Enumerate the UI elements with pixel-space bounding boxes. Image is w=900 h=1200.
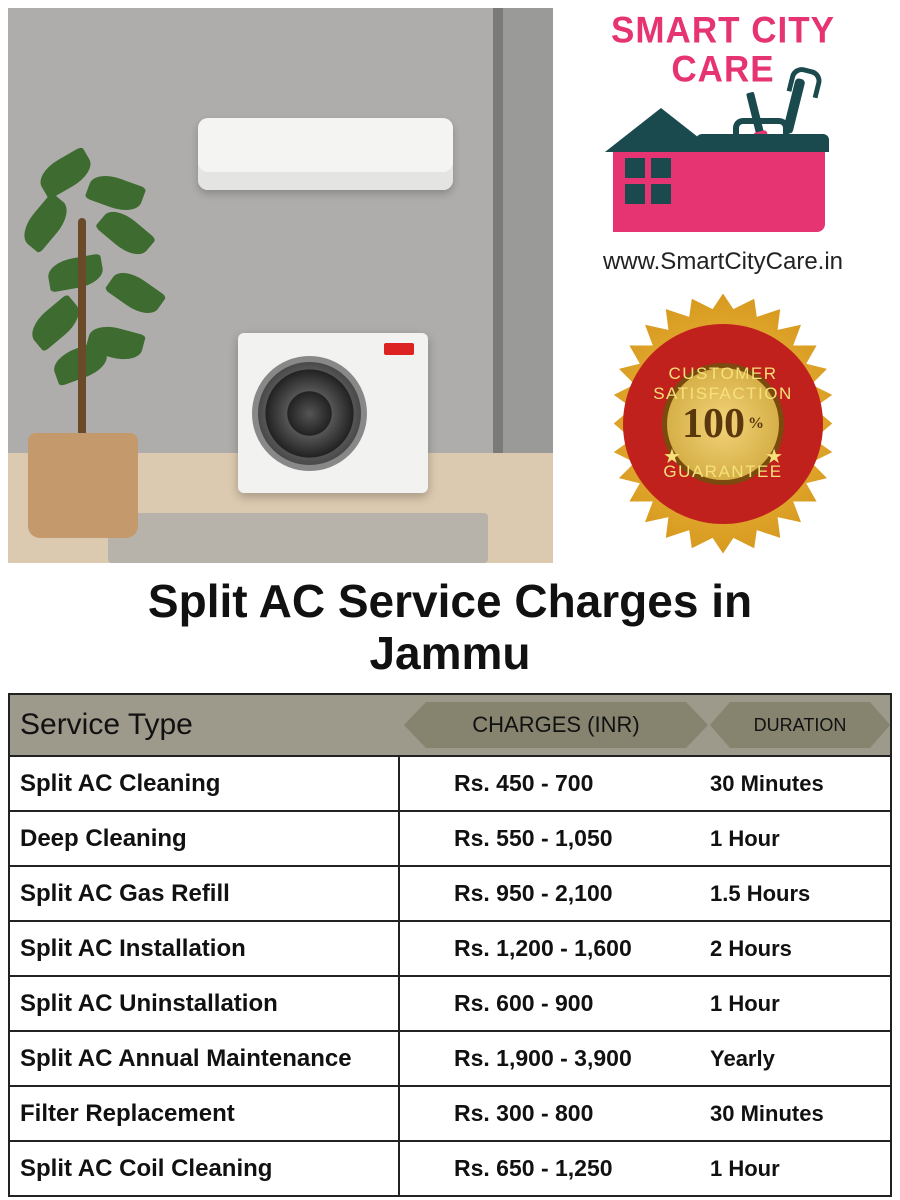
brand-name-line2: CARE: [671, 49, 774, 90]
plant-decor: [8, 148, 178, 548]
table-row: Split AC UninstallationRs. 600 - 9001 Ho…: [8, 977, 892, 1032]
cell-service: Split AC Coil Cleaning: [10, 1142, 400, 1195]
title-line1: Split AC Service Charges in: [148, 575, 752, 627]
cell-charges: Rs. 1,900 - 3,900: [400, 1045, 700, 1072]
title-line2: Jammu: [369, 627, 530, 679]
cell-duration: Yearly: [700, 1046, 890, 1072]
table-row: Deep CleaningRs. 550 - 1,0501 Hour: [8, 812, 892, 867]
cell-service: Split AC Installation: [10, 922, 400, 975]
table-row: Split AC CleaningRs. 450 - 70030 Minutes: [8, 757, 892, 812]
cell-service: Deep Cleaning: [10, 812, 400, 865]
cell-duration: 1 Hour: [700, 991, 890, 1017]
brand-panel: SMART CITY CARE www.SmartCityCare.in CUS…: [553, 0, 893, 570]
cell-charges: Rs. 600 - 900: [400, 990, 700, 1017]
house-icon: [613, 152, 708, 232]
fan-icon: [252, 356, 367, 471]
plant-pot: [28, 433, 138, 538]
toolbox-lid-icon: [696, 134, 829, 152]
unit-brand-strip: [384, 343, 414, 355]
cell-duration: 1.5 Hours: [700, 881, 890, 907]
pricing-table: Service Type CHARGES (INR) DURATION Spli…: [0, 693, 900, 1197]
brand-url: www.SmartCityCare.in: [603, 248, 843, 276]
table-row: Split AC InstallationRs. 1,200 - 1,6002 …: [8, 922, 892, 977]
table-row: Filter ReplacementRs. 300 - 80030 Minute…: [8, 1087, 892, 1142]
col-header-charges: CHARGES (INR): [426, 702, 686, 748]
product-photo: [8, 8, 553, 563]
cell-duration: 1 Hour: [700, 826, 890, 852]
ac-outdoor-unit-icon: [238, 333, 428, 493]
cell-service: Split AC Uninstallation: [10, 977, 400, 1030]
badge-bottom-text: GUARANTEE: [623, 462, 823, 482]
badge-ring: CUSTOMER SATISFACTION ★ ★ 100% GUARANTEE: [623, 324, 823, 524]
cell-charges: Rs. 300 - 800: [400, 1100, 700, 1127]
table-header-row: Service Type CHARGES (INR) DURATION: [8, 693, 892, 757]
table-row: Split AC Coil CleaningRs. 650 - 1,2501 H…: [8, 1142, 892, 1197]
badge-number: 100: [682, 400, 745, 448]
plant-trunk: [78, 218, 86, 438]
badge-suffix: %: [748, 415, 764, 433]
cell-service: Split AC Gas Refill: [10, 867, 400, 920]
guarantee-badge: CUSTOMER SATISFACTION ★ ★ 100% GUARANTEE: [593, 294, 853, 554]
brand-name-line1: SMART CITY: [611, 10, 835, 51]
cell-charges: Rs. 650 - 1,250: [400, 1155, 700, 1182]
table-row: Split AC Annual MaintenanceRs. 1,900 - 3…: [8, 1032, 892, 1087]
cell-duration: 2 Hours: [700, 936, 890, 962]
toolbox-icon: [700, 152, 825, 232]
cell-service: Split AC Annual Maintenance: [10, 1032, 400, 1085]
plant-leaves: [8, 148, 178, 408]
cell-charges: Rs. 950 - 2,100: [400, 880, 700, 907]
cell-charges: Rs. 450 - 700: [400, 770, 700, 797]
col-header-service: Service Type: [10, 708, 400, 742]
cell-charges: Rs. 550 - 1,050: [400, 825, 700, 852]
top-section: SMART CITY CARE www.SmartCityCare.in CUS…: [0, 0, 900, 570]
cell-service: Filter Replacement: [10, 1087, 400, 1140]
table-row: Split AC Gas RefillRs. 950 - 2,1001.5 Ho…: [8, 867, 892, 922]
page-title: Split AC Service Charges in Jammu: [0, 570, 900, 693]
col-header-duration: DURATION: [730, 702, 870, 748]
brand-logo-icon: [613, 92, 833, 242]
cell-charges: Rs. 1,200 - 1,600: [400, 935, 700, 962]
cell-duration: 1 Hour: [700, 1156, 890, 1182]
cell-service: Split AC Cleaning: [10, 757, 400, 810]
badge-top-text: CUSTOMER SATISFACTION: [623, 364, 823, 404]
ac-indoor-unit-icon: [198, 118, 453, 190]
cell-duration: 30 Minutes: [700, 1101, 890, 1127]
cell-duration: 30 Minutes: [700, 771, 890, 797]
